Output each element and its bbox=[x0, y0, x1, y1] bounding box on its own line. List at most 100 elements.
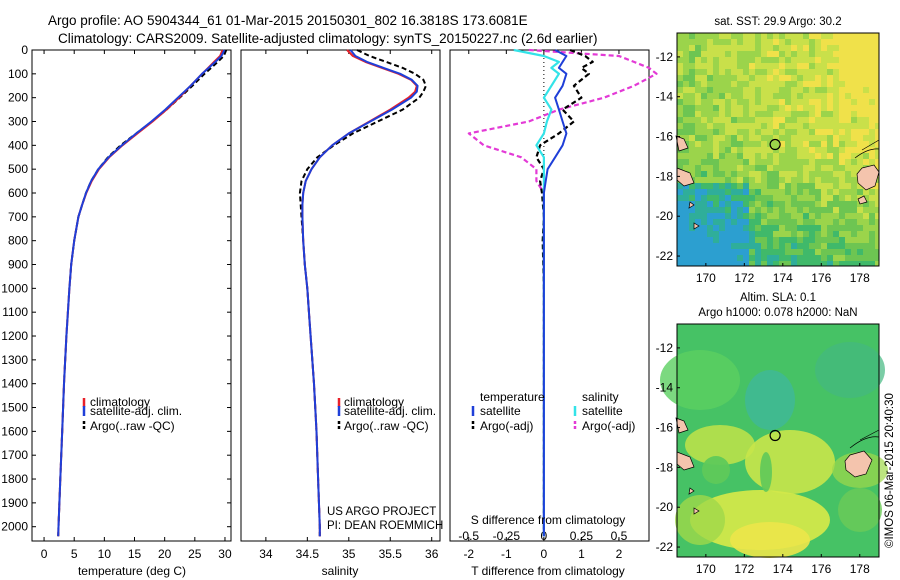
sst-cell bbox=[743, 171, 749, 177]
sst-cell bbox=[689, 57, 695, 63]
sst-cell bbox=[845, 261, 851, 266]
sst-cell bbox=[839, 39, 845, 45]
sst-cell bbox=[773, 117, 779, 123]
sst-cell bbox=[725, 75, 731, 81]
sst-cell bbox=[761, 159, 767, 165]
sst-cell bbox=[707, 75, 713, 81]
sst-cell bbox=[863, 123, 869, 129]
sst-cell bbox=[677, 165, 683, 171]
sst-cell bbox=[689, 33, 695, 39]
sst-cell bbox=[749, 213, 755, 219]
sst-cell bbox=[869, 129, 875, 135]
sst-cell bbox=[725, 57, 731, 63]
x-tick-label: 25 bbox=[188, 547, 202, 561]
sst-cell bbox=[779, 237, 785, 243]
sst-cell bbox=[725, 249, 731, 255]
sst-cell bbox=[869, 57, 875, 63]
depth-tick-label: 1000 bbox=[1, 281, 28, 295]
sst-cell bbox=[863, 225, 869, 231]
header-line-1: Argo profile: AO 5904344_61 01-Mar-2015 … bbox=[48, 13, 528, 28]
sst-cell bbox=[737, 123, 743, 129]
sst-cell bbox=[707, 57, 713, 63]
sst-cell bbox=[677, 219, 683, 225]
sst-cell bbox=[815, 135, 821, 141]
sst-cell bbox=[707, 213, 713, 219]
sst-cell bbox=[767, 87, 773, 93]
sst-cell bbox=[833, 93, 839, 99]
sst-cell bbox=[779, 177, 785, 183]
sst-cell bbox=[875, 261, 879, 266]
sst-cell bbox=[845, 237, 851, 243]
sst-cell bbox=[791, 87, 797, 93]
sst-cell bbox=[713, 99, 719, 105]
sst-cell bbox=[707, 189, 713, 195]
sla-blob bbox=[702, 456, 730, 484]
sst-cell bbox=[719, 141, 725, 147]
sst-cell bbox=[767, 51, 773, 57]
sst-cell bbox=[791, 39, 797, 45]
argo-salinity-line bbox=[298, 49, 427, 537]
sst-cell bbox=[743, 177, 749, 183]
sst-cell bbox=[833, 63, 839, 69]
sst-cell bbox=[719, 207, 725, 213]
sst-cell bbox=[863, 231, 869, 237]
sst-cell bbox=[743, 195, 749, 201]
sst-cell bbox=[797, 147, 803, 153]
sst-cell bbox=[809, 63, 815, 69]
sst-cell bbox=[863, 39, 869, 45]
sst-cell bbox=[713, 75, 719, 81]
sst-cell bbox=[791, 189, 797, 195]
sst-cell bbox=[797, 171, 803, 177]
sst-cell bbox=[695, 39, 701, 45]
sst-cell bbox=[785, 87, 791, 93]
sst-cell bbox=[845, 123, 851, 129]
sst-cell bbox=[719, 219, 725, 225]
sst-cell bbox=[779, 123, 785, 129]
sst-cell bbox=[803, 39, 809, 45]
sst-cell bbox=[737, 129, 743, 135]
sst-cell bbox=[839, 141, 845, 147]
sst-cell bbox=[839, 81, 845, 87]
legend-t-satellite: satellite bbox=[480, 404, 521, 418]
sst-cell bbox=[713, 87, 719, 93]
sst-cell bbox=[695, 195, 701, 201]
sst-cell bbox=[851, 219, 857, 225]
sst-cell bbox=[683, 237, 689, 243]
depth-tick-label: 1400 bbox=[1, 377, 28, 391]
sst-cell bbox=[791, 219, 797, 225]
sst-cell bbox=[779, 201, 785, 207]
sst-cell bbox=[809, 183, 815, 189]
sst-cell bbox=[797, 159, 803, 165]
sst-cell bbox=[785, 207, 791, 213]
sst-cell bbox=[755, 213, 761, 219]
sst-cell bbox=[689, 69, 695, 75]
sst-cell bbox=[725, 117, 731, 123]
sst-cell bbox=[839, 93, 845, 99]
sst-cell bbox=[749, 123, 755, 129]
sst-cell bbox=[701, 255, 707, 261]
sst-land bbox=[675, 135, 880, 230]
sst-cell bbox=[773, 129, 779, 135]
sst-cell bbox=[737, 237, 743, 243]
sst-cell bbox=[809, 213, 815, 219]
sst-cell bbox=[779, 135, 785, 141]
sst-cell bbox=[695, 201, 701, 207]
sst-cell bbox=[743, 81, 749, 87]
sst-cell bbox=[749, 189, 755, 195]
sst-cell bbox=[755, 189, 761, 195]
sst-cell bbox=[749, 57, 755, 63]
sst-cell bbox=[701, 75, 707, 81]
sst-cell bbox=[833, 165, 839, 171]
sst-cell bbox=[875, 153, 879, 159]
sst-cell bbox=[875, 183, 879, 189]
sst-cell bbox=[767, 135, 773, 141]
sst-cell bbox=[815, 57, 821, 63]
sst-cell bbox=[845, 225, 851, 231]
sst-cell bbox=[839, 219, 845, 225]
sst-cell bbox=[713, 135, 719, 141]
sst-cell bbox=[851, 225, 857, 231]
sst-cell bbox=[821, 81, 827, 87]
sst-cell bbox=[689, 75, 695, 81]
sst-cell bbox=[737, 213, 743, 219]
sst-cell bbox=[719, 231, 725, 237]
